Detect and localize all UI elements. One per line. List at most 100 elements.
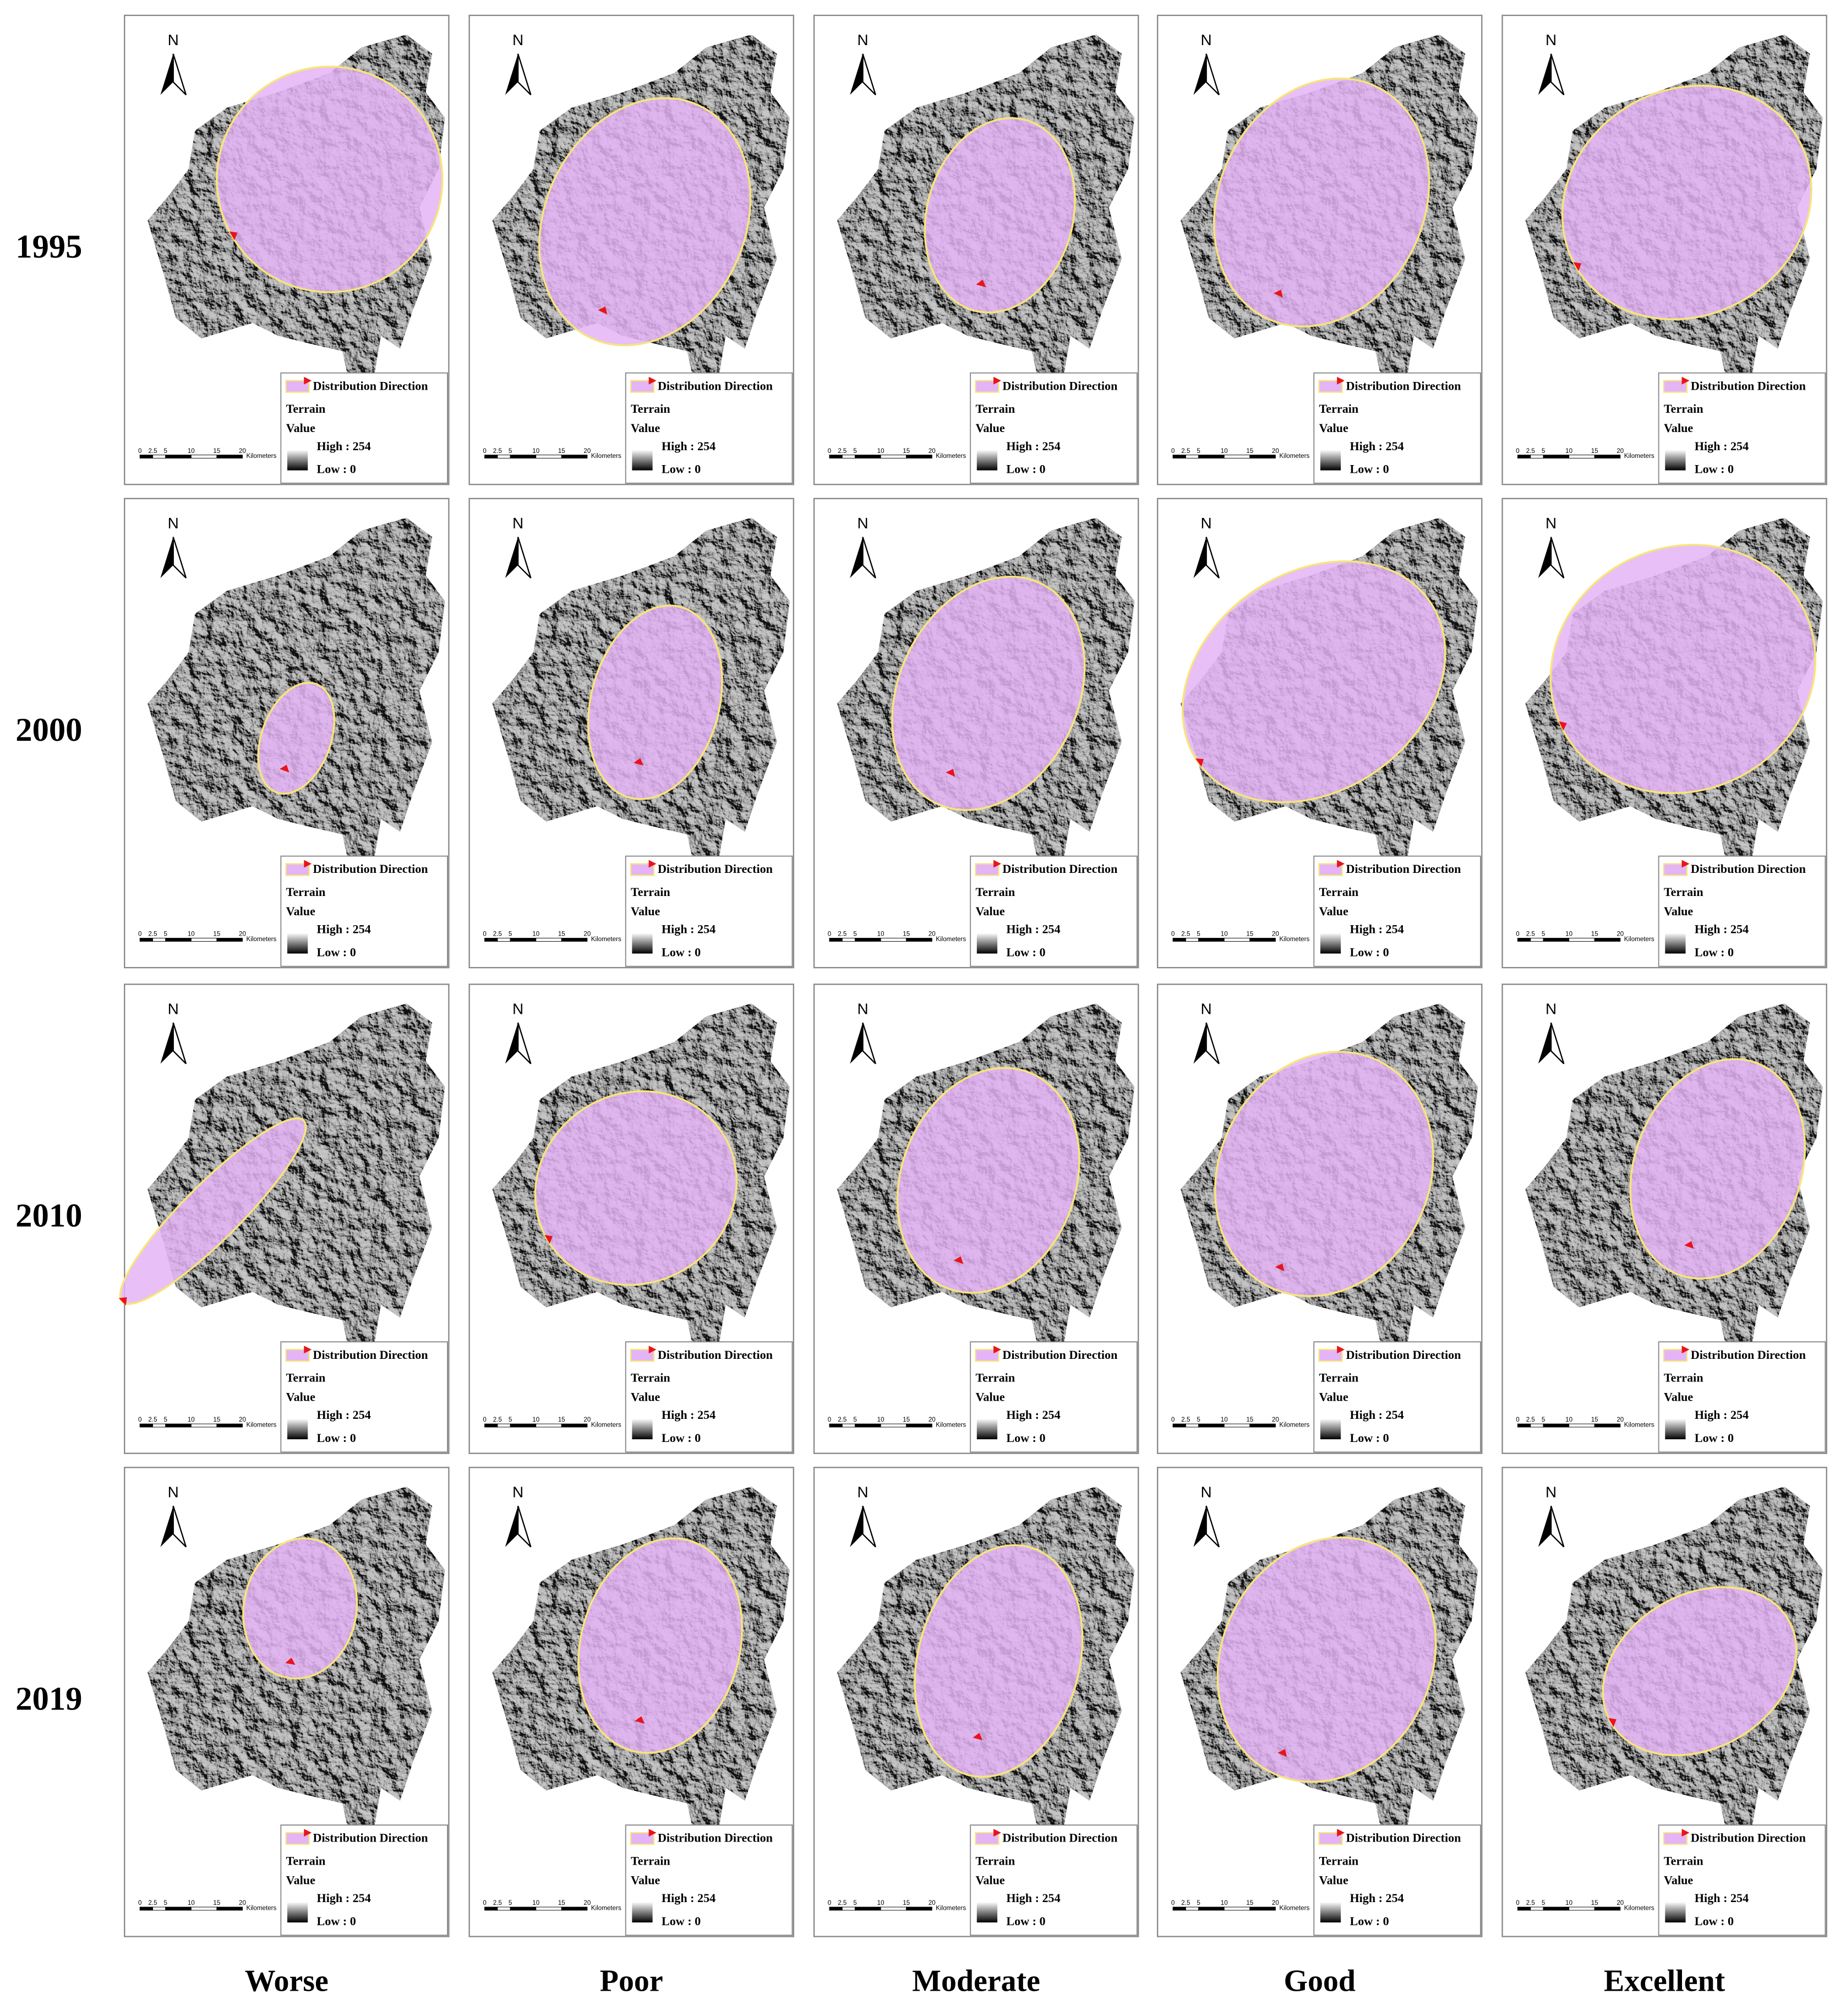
scale-tick-label: 20 bbox=[239, 1416, 246, 1423]
scale-tick-label: 20 bbox=[1272, 931, 1279, 938]
ellipse-group bbox=[896, 1067, 1080, 1294]
north-label: N bbox=[857, 515, 868, 532]
scale-tick-label: 20 bbox=[929, 1899, 936, 1906]
scale-segment bbox=[1517, 1423, 1531, 1428]
scale-tick-label: 2.5 bbox=[1181, 1416, 1190, 1423]
north-arrow-left bbox=[850, 1023, 863, 1064]
ellipse-group bbox=[1549, 544, 1817, 794]
legend-value: Value bbox=[1664, 1390, 1693, 1404]
legend-swatch bbox=[285, 380, 310, 393]
scale-segment bbox=[139, 1906, 153, 1911]
legend-gradient bbox=[976, 933, 998, 954]
scale-segment bbox=[561, 1423, 588, 1428]
legend-box bbox=[625, 855, 793, 967]
legend-low: Low : 0 bbox=[1695, 462, 1734, 476]
scale-tick-label: 15 bbox=[558, 1899, 565, 1906]
legend-direction: Distribution Direction bbox=[658, 379, 773, 392]
legend-flag bbox=[1681, 1829, 1690, 1837]
map-panel: N Distribution Direction Terrain ValueHigh … bbox=[813, 1467, 1139, 1937]
direction-marker bbox=[1573, 262, 1582, 271]
direction-marker bbox=[946, 768, 955, 777]
scale-segment bbox=[484, 1423, 498, 1428]
scale-tick-label: 5 bbox=[509, 1416, 512, 1423]
scale-tick-label: 0 bbox=[828, 931, 832, 938]
map-panel: N Distribution Direction Terrain ValueHigh … bbox=[124, 14, 450, 485]
scale-tick-label: 0 bbox=[483, 1899, 487, 1906]
legend-gradient bbox=[976, 1902, 998, 1923]
north-arrow-right bbox=[862, 537, 876, 579]
scale-segment bbox=[216, 1906, 243, 1911]
legend-value: Value bbox=[1664, 904, 1693, 918]
north-arrow-right bbox=[172, 1505, 187, 1548]
scale-tick-label: 0 bbox=[828, 1416, 832, 1423]
legend-low: Low : 0 bbox=[1006, 1431, 1045, 1445]
scale-unit: Kilometers bbox=[1279, 452, 1309, 460]
scale-tick-label: 2.5 bbox=[1526, 931, 1535, 938]
legend-high: High : 254 bbox=[1006, 439, 1060, 453]
legend-low: Low : 0 bbox=[662, 946, 701, 959]
row-label: 2010 bbox=[15, 1197, 82, 1234]
scale-tick-label: 5 bbox=[1197, 447, 1200, 455]
legend-flag bbox=[1681, 376, 1690, 385]
scale-tick-label: 15 bbox=[213, 931, 220, 938]
row-label: 2019 bbox=[15, 1680, 82, 1717]
ellipse-group bbox=[1181, 560, 1446, 804]
scale-segment bbox=[855, 455, 881, 458]
legend-value: Value bbox=[286, 421, 315, 435]
direction-marker bbox=[280, 764, 290, 773]
legend-terrain: Terrain bbox=[975, 402, 1015, 416]
legend-high: High : 254 bbox=[662, 1408, 716, 1422]
legend-gradient bbox=[1320, 933, 1341, 954]
scale-unit: Kilometers bbox=[936, 1422, 966, 1429]
north-label: N bbox=[1201, 1483, 1212, 1500]
map-panel: N Distribution Direction Terrain ValueHigh … bbox=[1501, 498, 1827, 969]
scale-tick-label: 2.5 bbox=[493, 931, 502, 938]
legend-high: High : 254 bbox=[317, 922, 371, 936]
scale-segment bbox=[190, 1423, 217, 1428]
direction-marker bbox=[1274, 289, 1283, 298]
scale-tick-label: 20 bbox=[1272, 1416, 1279, 1423]
north-label: N bbox=[1201, 31, 1212, 48]
map-panel: N Distribution Direction Terrain ValueHigh … bbox=[813, 498, 1139, 969]
north-arrow-left bbox=[850, 1506, 863, 1547]
north-arrow-left bbox=[505, 1023, 518, 1064]
scale-tick-label: 10 bbox=[1565, 1899, 1572, 1906]
scale-tick-label: 0 bbox=[1516, 931, 1520, 938]
north-arrow-left bbox=[850, 53, 863, 95]
north-arrow-left bbox=[1538, 537, 1552, 578]
legend-value: Value bbox=[1319, 1873, 1348, 1887]
legend-swatch bbox=[1318, 1348, 1343, 1362]
scale-segment bbox=[1569, 938, 1595, 942]
scale-segment bbox=[484, 938, 498, 942]
map-panel: N Distribution Direction Terrain ValueHigh … bbox=[468, 984, 794, 1454]
scale-tick-label: 10 bbox=[1221, 447, 1228, 455]
scale-segment bbox=[880, 1906, 907, 1911]
scale-tick-label: 2.5 bbox=[1526, 1416, 1535, 1423]
legend-swatch bbox=[975, 863, 1000, 876]
scale-segment bbox=[1517, 938, 1531, 942]
map-panel: N Distribution Direction Terrain ValueHigh … bbox=[1156, 498, 1483, 969]
legend-flag bbox=[993, 860, 1002, 868]
north-arrow-left bbox=[160, 1506, 173, 1547]
legend-gradient bbox=[1665, 1902, 1686, 1923]
map-panel: N Distribution Direction Terrain ValueHigh … bbox=[1501, 1467, 1827, 1937]
scale-tick-label: 20 bbox=[583, 931, 591, 938]
scale-tick-label: 2.5 bbox=[148, 931, 157, 938]
north-label: N bbox=[512, 515, 523, 532]
north-label: N bbox=[1201, 1000, 1212, 1017]
deviational-ellipse bbox=[1629, 1058, 1806, 1280]
scale-segment bbox=[497, 938, 511, 942]
ellipse-group bbox=[538, 97, 752, 347]
scale-segment bbox=[1185, 1423, 1199, 1428]
legend-terrain: Terrain bbox=[631, 1371, 670, 1385]
scale-tick-label: 0 bbox=[1516, 447, 1520, 455]
scale-tick-label: 2.5 bbox=[493, 1416, 502, 1423]
scale-segment bbox=[1517, 455, 1531, 458]
legend-swatch bbox=[975, 380, 1000, 393]
legend-direction: Distribution Direction bbox=[658, 1831, 773, 1845]
scale-segment bbox=[510, 1423, 537, 1428]
map-panel: N Distribution Direction Terrain ValueHigh … bbox=[1156, 984, 1483, 1454]
scale-segment bbox=[1594, 1906, 1621, 1911]
scale-segment bbox=[152, 938, 166, 942]
